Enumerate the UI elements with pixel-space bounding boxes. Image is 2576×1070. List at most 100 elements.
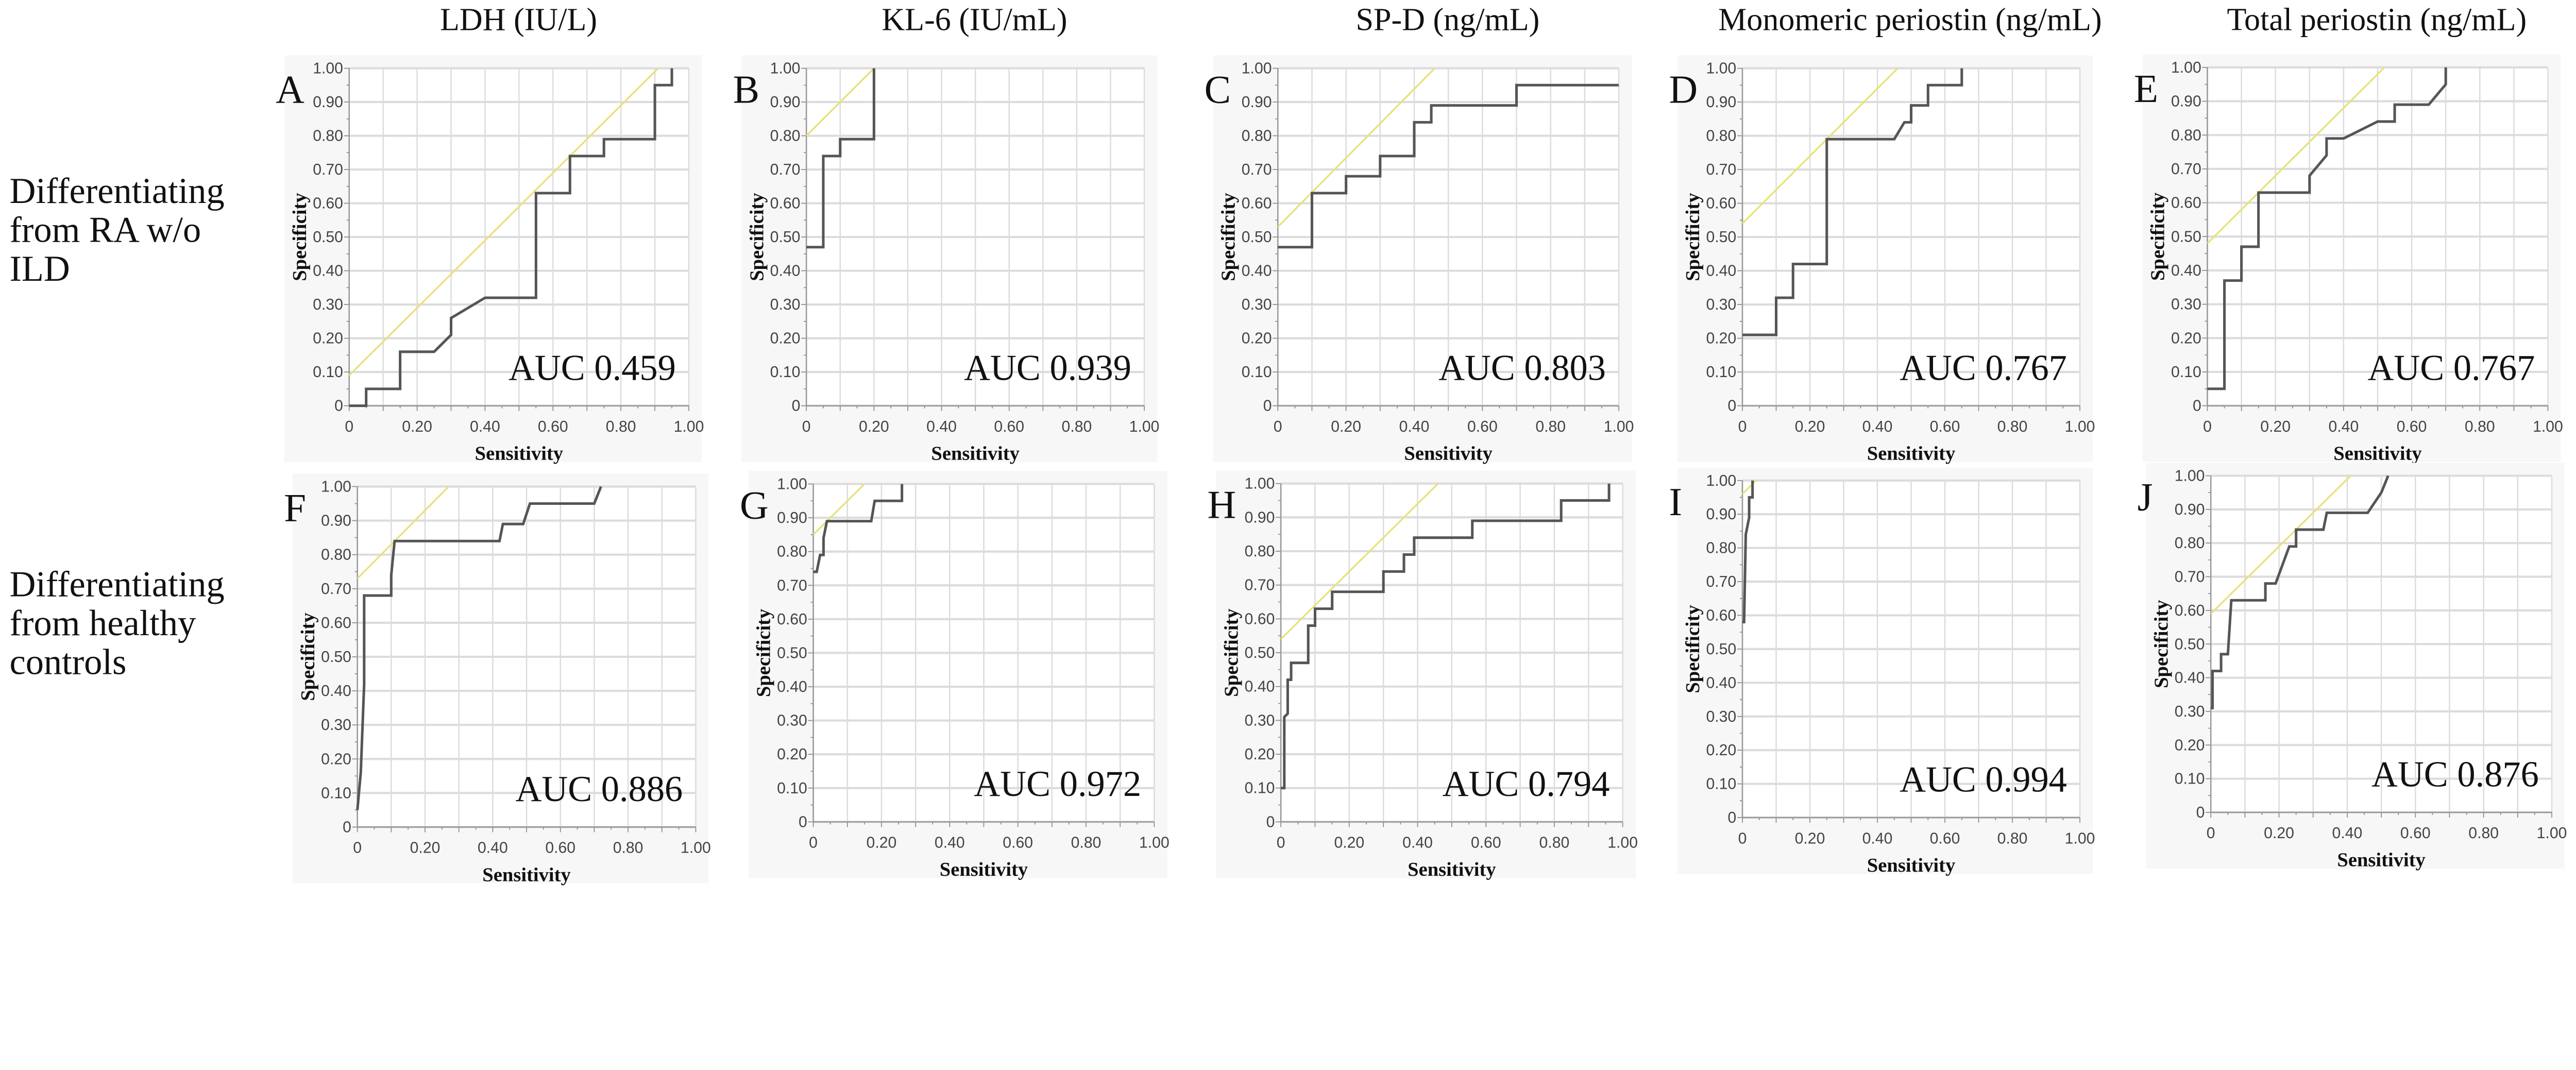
x-tick-label: 0.20 <box>1334 835 1364 852</box>
y-tick-label: 0 <box>792 398 801 415</box>
y-tick-label: 0.20 <box>1245 746 1275 763</box>
y-tick-label: 0.10 <box>1245 780 1275 797</box>
x-tick-label: 0.20 <box>410 840 440 857</box>
y-tick-label: 0.70 <box>777 577 807 594</box>
x-axis-label: Sensitivity <box>1867 443 1955 464</box>
y-tick-label: 0.70 <box>1245 577 1275 594</box>
y-tick-label: 0.20 <box>313 330 343 347</box>
y-tick-label: 0.50 <box>777 644 807 661</box>
auc-label: AUC 0.994 <box>1900 760 2067 800</box>
x-axis-label: Sensitivity <box>1867 855 1955 876</box>
x-tick-label: 0.40 <box>470 418 500 435</box>
panel-letter: F <box>284 486 306 530</box>
y-tick-label: 0.50 <box>2171 228 2201 245</box>
roc-panel-H: 0 0.10 0.20 0.30 0.40 0.50 0.60 0.70 0.80 0.90 1.0… <box>1208 470 1638 880</box>
y-axis-label: Specificity <box>1221 608 1242 697</box>
x-tick-label: 0.20 <box>1331 418 1361 435</box>
panel-letter: G <box>740 483 769 528</box>
x-tick-label: 0.40 <box>2329 418 2359 435</box>
x-tick-label: 0.60 <box>1930 418 1960 435</box>
y-tick-label: 0.40 <box>2171 262 2201 279</box>
panel-letter: I <box>1669 480 1682 524</box>
roc-panel-B: 0 0.10 0.20 0.30 0.40 0.50 0.60 0.70 0.80 0.90 1.0… <box>733 55 1159 464</box>
y-tick-label: 0.80 <box>313 128 343 145</box>
panel-letter: D <box>1669 67 1698 112</box>
panel-letter: A <box>276 67 304 112</box>
x-tick-label: 0.40 <box>1862 418 1893 435</box>
auc-label: AUC 0.767 <box>2368 348 2535 388</box>
y-tick-label: 0.70 <box>2175 569 2205 586</box>
auc-label: AUC 0.876 <box>2371 755 2539 795</box>
roc-panel-G: 0 0.10 0.20 0.30 0.40 0.50 0.60 0.70 0.80 0.90 1.0… <box>740 471 1170 880</box>
auc-label: AUC 0.767 <box>1900 348 2067 388</box>
x-tick-label: 1.00 <box>1604 418 1634 435</box>
y-tick-label: 0.20 <box>1242 330 1272 347</box>
x-tick-label: 0.20 <box>1795 418 1825 435</box>
y-tick-label: 1.00 <box>777 476 807 493</box>
x-axis-label: Sensitivity <box>1404 443 1492 464</box>
x-tick-label: 0.40 <box>1862 830 1893 847</box>
y-tick-label: 0.70 <box>321 581 351 598</box>
y-tick-label: 0.40 <box>770 263 801 280</box>
x-tick-label: 0.80 <box>1539 835 1570 852</box>
y-tick-label: 0.40 <box>2175 670 2205 687</box>
y-tick-label: 0.40 <box>1242 263 1272 280</box>
y-tick-label: 0.90 <box>1706 94 1736 111</box>
y-tick-label: 0.50 <box>313 229 343 246</box>
y-tick-label: 0.30 <box>1706 296 1736 313</box>
y-axis-label: Specificity <box>289 193 311 281</box>
x-axis-label: Sensitivity <box>931 443 1019 464</box>
roc-panel-D: 0 0.10 0.20 0.30 0.40 0.50 0.60 0.70 0.80 0.90 1.0… <box>1669 55 2095 464</box>
roc-panel-I: 0 0.10 0.20 0.30 0.40 0.50 0.60 0.70 0.80 0.90 1.0… <box>1669 467 2095 876</box>
x-tick-label: 1.00 <box>674 418 704 435</box>
roc-curve <box>806 68 875 249</box>
y-axis-label: Specificity <box>2150 600 2172 688</box>
x-tick-label: 0.40 <box>926 418 957 435</box>
y-tick-label: 0.60 <box>1242 195 1272 212</box>
y-tick-label: 0.80 <box>2171 127 2201 144</box>
auc-label: AUC 0.803 <box>1438 348 1606 388</box>
roc-panel-J: 0 0.10 0.20 0.30 0.40 0.50 0.60 0.70 0.80 0.90 1.0… <box>2138 463 2567 871</box>
y-tick-label: 0 <box>1727 398 1736 415</box>
panel-letter: J <box>2138 475 2153 519</box>
x-tick-label: 0.40 <box>478 840 508 857</box>
x-tick-label: 1.00 <box>2537 825 2567 842</box>
x-axis-label: Sensitivity <box>940 859 1028 880</box>
y-tick-label: 0.10 <box>2171 364 2201 381</box>
y-tick-label: 0.90 <box>2171 93 2201 110</box>
y-tick-label: 0.60 <box>1706 195 1736 212</box>
y-tick-label: 0.50 <box>770 229 801 246</box>
reference-line <box>812 483 866 536</box>
y-tick-label: 0.80 <box>2175 535 2205 552</box>
y-tick-label: 1.00 <box>2171 59 2201 76</box>
y-tick-label: 0.10 <box>321 785 351 802</box>
auc-label: AUC 0.939 <box>964 348 1131 388</box>
x-tick-label: 0.20 <box>2264 825 2294 842</box>
roc-curve <box>349 68 673 407</box>
y-tick-label: 0.60 <box>321 615 351 632</box>
row-label: Differentiating <box>9 565 224 605</box>
x-tick-label: 0.80 <box>606 418 636 435</box>
x-tick-label: 0 <box>809 835 818 852</box>
y-tick-label: 0.30 <box>1245 712 1275 729</box>
y-tick-label: 0.90 <box>2175 501 2205 518</box>
auc-label: AUC 0.972 <box>974 764 1141 804</box>
y-tick-label: 0.20 <box>321 751 351 768</box>
y-tick-label: 0.90 <box>313 94 343 111</box>
reference-line <box>1280 483 1439 640</box>
roc-panel-A: 0 0.10 0.20 0.30 0.40 0.50 0.60 0.70 0.80 0.90 1.0… <box>276 55 704 464</box>
y-tick-label: 0.80 <box>1706 540 1736 557</box>
y-tick-label: 0.90 <box>321 513 351 530</box>
y-tick-label: 0 <box>1263 398 1272 415</box>
x-tick-label: 0.80 <box>613 840 643 857</box>
y-tick-label: 1.00 <box>1706 60 1736 77</box>
column-title: KL-6 (IU/mL) <box>882 3 1067 38</box>
roc-curve <box>356 486 602 810</box>
y-tick-label: 0.80 <box>321 547 351 564</box>
y-tick-label: 0.20 <box>777 746 807 763</box>
x-tick-label: 0.20 <box>859 418 889 435</box>
x-tick-label: 0 <box>345 418 353 435</box>
y-tick-label: 0.30 <box>321 717 351 734</box>
y-tick-label: 1.00 <box>770 60 801 77</box>
x-tick-label: 0 <box>1277 835 1285 852</box>
